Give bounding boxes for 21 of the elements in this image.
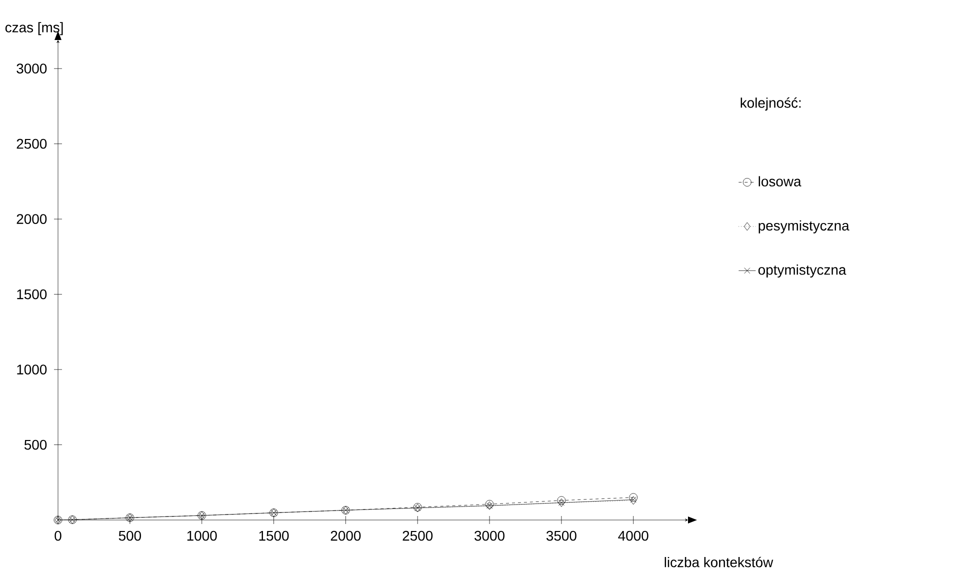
x-tick-label: 4000 bbox=[618, 530, 648, 541]
y-axis-title: czas [ms] bbox=[5, 22, 63, 36]
y-tick-label: 2000 bbox=[16, 214, 47, 224]
x-tick-label: 500 bbox=[118, 530, 142, 541]
y-tick-label: 3000 bbox=[16, 64, 47, 74]
x-axis-title: liczba kontekstów bbox=[664, 556, 774, 568]
x-tick-label: 1000 bbox=[187, 530, 217, 541]
x-tick-label: 2000 bbox=[330, 530, 361, 541]
x-tick-label: 1500 bbox=[259, 530, 289, 541]
x-tick-label: 0 bbox=[54, 530, 62, 541]
x-tick-label: 2500 bbox=[402, 530, 433, 541]
x-tick-label: 3000 bbox=[474, 530, 504, 541]
legend-label: optymistyczna bbox=[758, 264, 846, 278]
legend-label: pesymistyczna bbox=[758, 220, 850, 234]
y-tick-label: 2500 bbox=[16, 138, 47, 149]
y-tick-label: 500 bbox=[24, 440, 47, 450]
x-tick-label: 3500 bbox=[546, 530, 576, 541]
legend-label: losowa bbox=[758, 176, 802, 186]
y-tick-label: 1500 bbox=[17, 289, 47, 300]
y-tick-label: 1000 bbox=[17, 364, 47, 374]
legend-title: kolejność: bbox=[740, 97, 801, 111]
